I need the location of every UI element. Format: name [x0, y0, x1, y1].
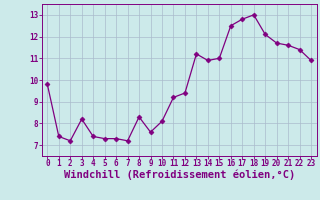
X-axis label: Windchill (Refroidissement éolien,°C): Windchill (Refroidissement éolien,°C): [64, 170, 295, 180]
